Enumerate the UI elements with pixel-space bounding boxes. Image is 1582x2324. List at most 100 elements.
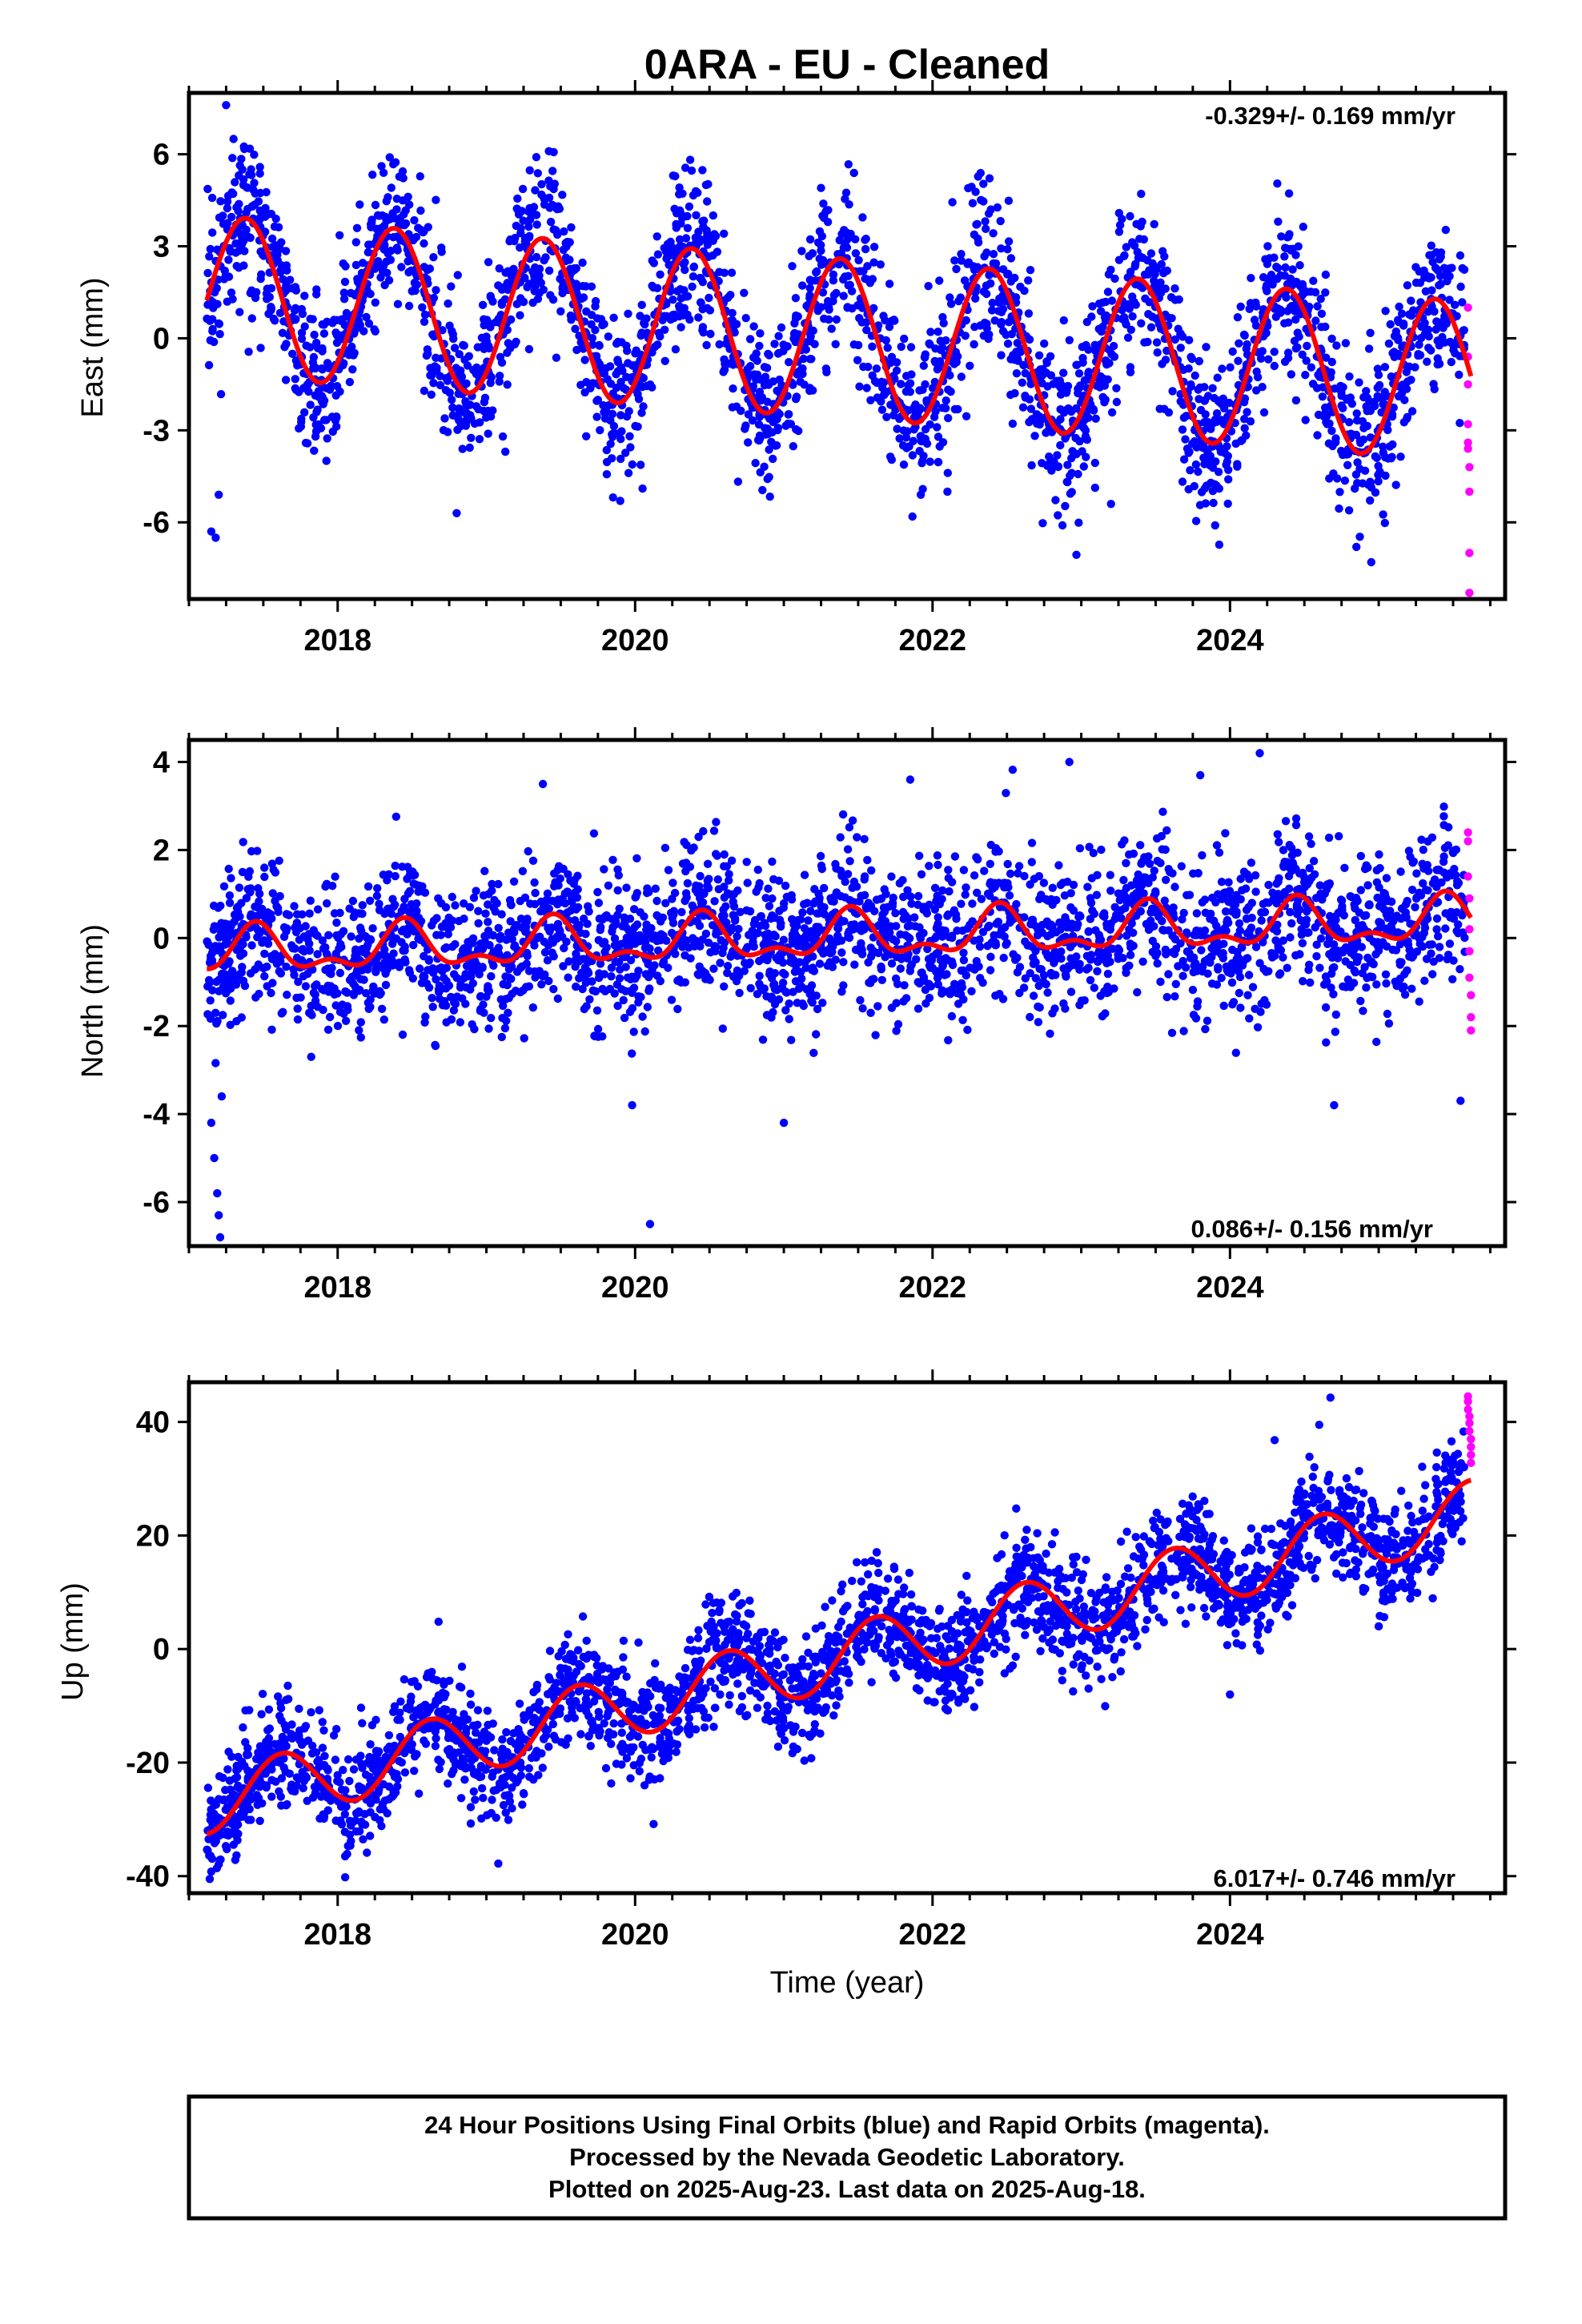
north-final-point: [1219, 1001, 1228, 1011]
north-final-point: [1063, 877, 1072, 887]
east-final-point: [1162, 346, 1171, 356]
east-final-point: [808, 249, 817, 258]
east-final-point: [1004, 196, 1014, 205]
north-final-point: [400, 895, 409, 903]
east-final-point: [523, 283, 532, 292]
east-final-point: [805, 235, 815, 244]
north-final-point: [632, 920, 642, 929]
north-final-point: [1275, 838, 1283, 846]
north-final-point: [1029, 991, 1038, 1000]
north-final-point: [745, 907, 755, 916]
east-final-point: [950, 256, 959, 265]
east-final-point: [1343, 460, 1352, 469]
east-final-point: [260, 211, 269, 220]
east-final-point: [756, 329, 765, 338]
north-final-point: [953, 926, 962, 935]
east-final-point: [486, 412, 496, 421]
north-final-point: [934, 913, 942, 922]
east-final-point: [1307, 363, 1316, 372]
north-final-point: [1459, 928, 1468, 937]
east-final-point: [926, 457, 934, 466]
east-final-point: [809, 326, 817, 336]
north-final-point: [559, 864, 568, 874]
east-final-point: [580, 356, 589, 364]
north-final-point: [1264, 880, 1273, 890]
north-final-point: [1264, 899, 1273, 907]
north-final-point: [917, 870, 926, 879]
east-rapid-point: [1465, 463, 1474, 472]
east-final-point: [1002, 330, 1010, 340]
north-final-point: [613, 886, 622, 895]
east-final-point: [1374, 476, 1383, 486]
east-final-point: [1146, 249, 1156, 258]
east-final-point: [245, 144, 255, 153]
east-final-point: [1270, 348, 1279, 356]
east-x-tick-label: 2024: [1196, 624, 1264, 657]
east-final-point: [1223, 452, 1233, 460]
north-final-point: [986, 966, 995, 975]
east-final-point: [528, 298, 537, 308]
east-final-point: [1335, 488, 1344, 497]
east-model-line: [204, 215, 1474, 456]
east-final-point: [455, 416, 464, 425]
north-final-point: [873, 921, 883, 931]
east-final-point: [1176, 330, 1185, 339]
north-final-point: [1251, 870, 1260, 880]
east-final-point: [956, 293, 966, 302]
north-final-point: [1298, 939, 1307, 948]
north-final-point: [468, 979, 477, 988]
east-final-point: [1130, 241, 1139, 250]
north-final-point: [880, 907, 889, 916]
north-final-point: [920, 976, 929, 985]
north-final-point: [1272, 927, 1282, 936]
east-final-point: [609, 313, 618, 322]
east-final-point: [616, 363, 626, 372]
east-final-point: [1212, 409, 1222, 418]
north-final-point: [380, 945, 389, 954]
north-final-point: [925, 862, 934, 870]
north-final-point: [709, 964, 718, 973]
north-final-point: [775, 907, 784, 915]
east-final-point: [1263, 259, 1272, 268]
north-final-point: [225, 899, 235, 907]
north-final-point: [1125, 850, 1134, 859]
east-final-point: [819, 199, 828, 208]
north-final-point: [631, 893, 640, 902]
east-data-layer: [203, 101, 1474, 597]
east-final-point: [548, 296, 558, 304]
east-final-point: [592, 352, 601, 360]
east-final-point: [612, 339, 621, 348]
east-final-point: [463, 412, 472, 422]
north-final-point: [1372, 866, 1382, 875]
east-final-point: [661, 356, 669, 365]
east-final-point: [376, 223, 386, 233]
east-final-point: [592, 396, 601, 405]
north-final-point: [1002, 789, 1010, 798]
north-final-point: [608, 855, 617, 865]
east-final-point: [681, 234, 691, 243]
east-final-point: [532, 211, 541, 219]
east-final-point: [957, 372, 966, 381]
north-final-point: [1329, 940, 1339, 949]
east-final-point: [829, 296, 837, 306]
east-final-point: [318, 347, 327, 356]
east-final-point: [1184, 364, 1193, 373]
east-final-point: [1143, 337, 1152, 347]
north-final-point: [975, 935, 984, 944]
east-final-point: [861, 235, 869, 244]
east-final-point: [823, 218, 833, 227]
east-final-point: [306, 400, 315, 409]
east-final-point: [899, 460, 909, 469]
east-final-point: [1084, 368, 1094, 376]
east-final-point: [705, 293, 713, 303]
east-final-point: [685, 315, 694, 324]
north-final-point: [864, 958, 873, 967]
north-final-point: [1168, 931, 1177, 940]
east-final-point: [639, 373, 648, 383]
east-final-point: [263, 295, 271, 304]
east-final-point: [560, 227, 568, 236]
east-final-point: [858, 213, 867, 222]
east-final-point: [1379, 510, 1387, 519]
east-final-point: [362, 312, 371, 322]
east-final-point: [1372, 453, 1382, 462]
